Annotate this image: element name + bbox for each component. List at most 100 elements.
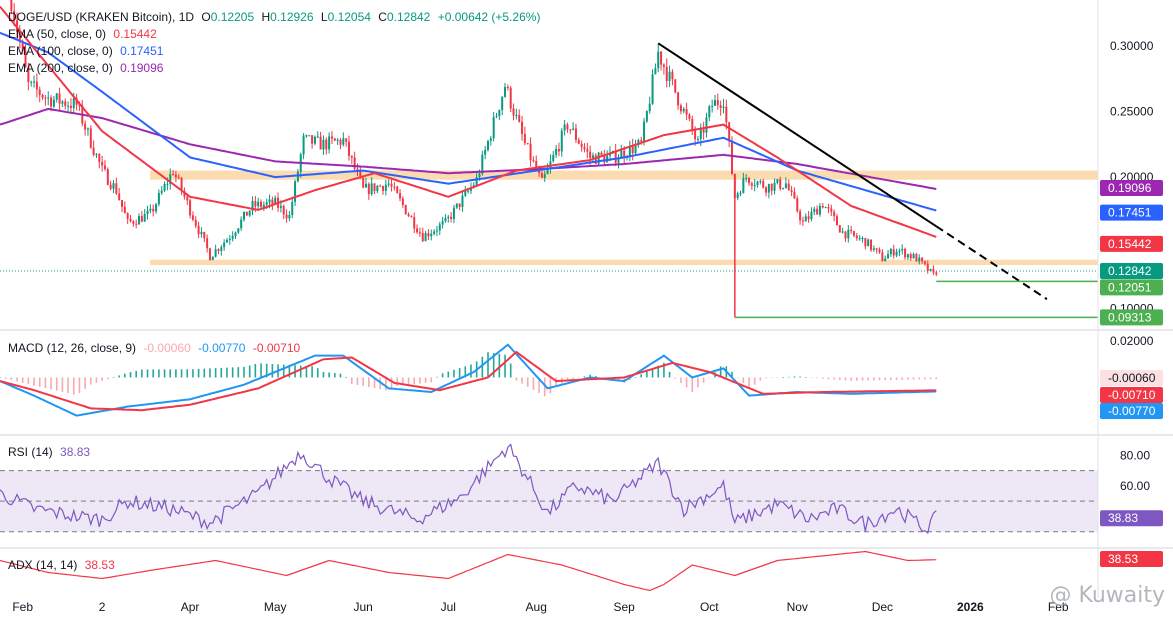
macd-line (0, 343, 937, 417)
macd-histogram-bar (912, 377, 915, 380)
price-pane[interactable] (0, 0, 1098, 319)
candle-body (254, 201, 257, 207)
macd-histogram-bar (702, 377, 705, 383)
candle-body (884, 258, 887, 262)
macd-signal-value: -0.00710 (252, 341, 301, 355)
last-price-tag-text: 0.12842 (1108, 264, 1152, 278)
macd-histogram-bar (101, 377, 103, 381)
candle-body (662, 64, 665, 67)
macd-histogram-bar (521, 377, 523, 384)
support2-price-tag-bg (1100, 309, 1163, 326)
macd-histogram-bar (674, 377, 677, 379)
candle-body (566, 124, 569, 130)
support2-price-tag: 0.09313 (1100, 309, 1163, 326)
rsi-pane[interactable] (0, 443, 1098, 535)
macd-histogram-bar (237, 367, 240, 378)
macd-histogram-bar (680, 377, 682, 384)
macd-histogram-bar (844, 377, 847, 381)
candle-body (487, 140, 489, 150)
macd-histogram-bar (770, 377, 773, 379)
time-axis-label: Aug (526, 600, 547, 614)
rsi-value: 38.83 (60, 445, 91, 459)
candle-body (841, 231, 844, 233)
candle-body (713, 100, 716, 106)
macd-signal-tag-bg (1100, 387, 1163, 403)
ema200-value: 0.19096 (120, 61, 164, 75)
candle-body (438, 224, 441, 231)
macd-histogram-bar (776, 377, 779, 379)
time-axis-label: Oct (700, 600, 719, 614)
candle-body (745, 177, 748, 179)
macd-histogram-bar (736, 377, 739, 379)
candle-body (347, 141, 350, 156)
support1-price-tag-bg (1100, 279, 1163, 296)
candle-body (929, 268, 932, 271)
macd-histogram-bar (447, 371, 450, 378)
adx-pane[interactable] (0, 550, 937, 592)
candle-body (594, 155, 597, 164)
macd-histogram-bar (867, 377, 869, 381)
candle-body (475, 177, 478, 186)
ema200-price-tag: 0.19096 (1100, 179, 1163, 196)
time-axis-label: Jun (353, 600, 372, 614)
candle-body (489, 138, 492, 141)
signal-line (0, 350, 937, 412)
candle-body (160, 190, 163, 193)
candle-body (157, 192, 160, 205)
candle-body (898, 250, 901, 252)
macd-tick-label: 0.02000 (1110, 334, 1154, 348)
candle-body (214, 249, 217, 257)
candle-body (316, 136, 319, 138)
macd-histogram-bar (765, 377, 767, 379)
time-axis-label: Feb (12, 600, 33, 614)
candle-body (251, 201, 254, 211)
macd-histogram-bar (226, 367, 228, 378)
candle-body (404, 205, 407, 215)
macd-histogram-bar (708, 377, 711, 379)
candle-body (285, 214, 288, 219)
macd-histogram-bar (595, 376, 597, 378)
candle-body (850, 229, 853, 232)
candle-body (782, 187, 785, 189)
candle-body (61, 101, 64, 104)
candle-body (702, 129, 705, 133)
trendline[interactable] (657, 42, 937, 228)
macd-histogram-bar (458, 368, 461, 378)
macd-pane[interactable] (0, 343, 938, 417)
ema100-price-tag-text: 0.17451 (1108, 206, 1152, 220)
candle-body (660, 51, 663, 65)
macd-histogram-bar (487, 352, 489, 378)
macd-histogram-bar (333, 373, 336, 378)
macd-histogram-bar (816, 377, 818, 379)
macd-histogram-bar (55, 377, 58, 391)
rsi-tick-label: 60.00 (1120, 479, 1150, 493)
macd-histogram-bar (163, 369, 166, 378)
candle-body (915, 254, 918, 262)
close-label: C (378, 10, 387, 24)
candle-body (467, 190, 470, 192)
candle-body (325, 139, 328, 150)
candle-body (223, 242, 226, 248)
candle-body (30, 81, 33, 83)
macd-histogram-bar (95, 377, 98, 383)
candle-body (13, 10, 16, 21)
candle-body (211, 256, 214, 261)
candle-body (484, 149, 487, 155)
candle-body (577, 139, 580, 144)
candle-body (274, 197, 277, 205)
macd-histogram-bar (44, 377, 47, 389)
macd-histogram-bar (901, 377, 904, 380)
macd-histogram-bar (368, 377, 370, 388)
candle-body (677, 92, 680, 106)
macd-histogram-bar (731, 371, 733, 378)
candle-body (228, 238, 231, 241)
candle-body (648, 103, 651, 112)
close-value: 0.12842 (386, 10, 431, 24)
macd-histogram-bar (935, 377, 938, 380)
macd-histogram-bar (124, 373, 126, 378)
adx-value-tag-text: 38.53 (1108, 552, 1138, 566)
candle-body (296, 171, 299, 182)
candle-body (72, 98, 75, 109)
trendline-projection[interactable] (935, 225, 1048, 300)
